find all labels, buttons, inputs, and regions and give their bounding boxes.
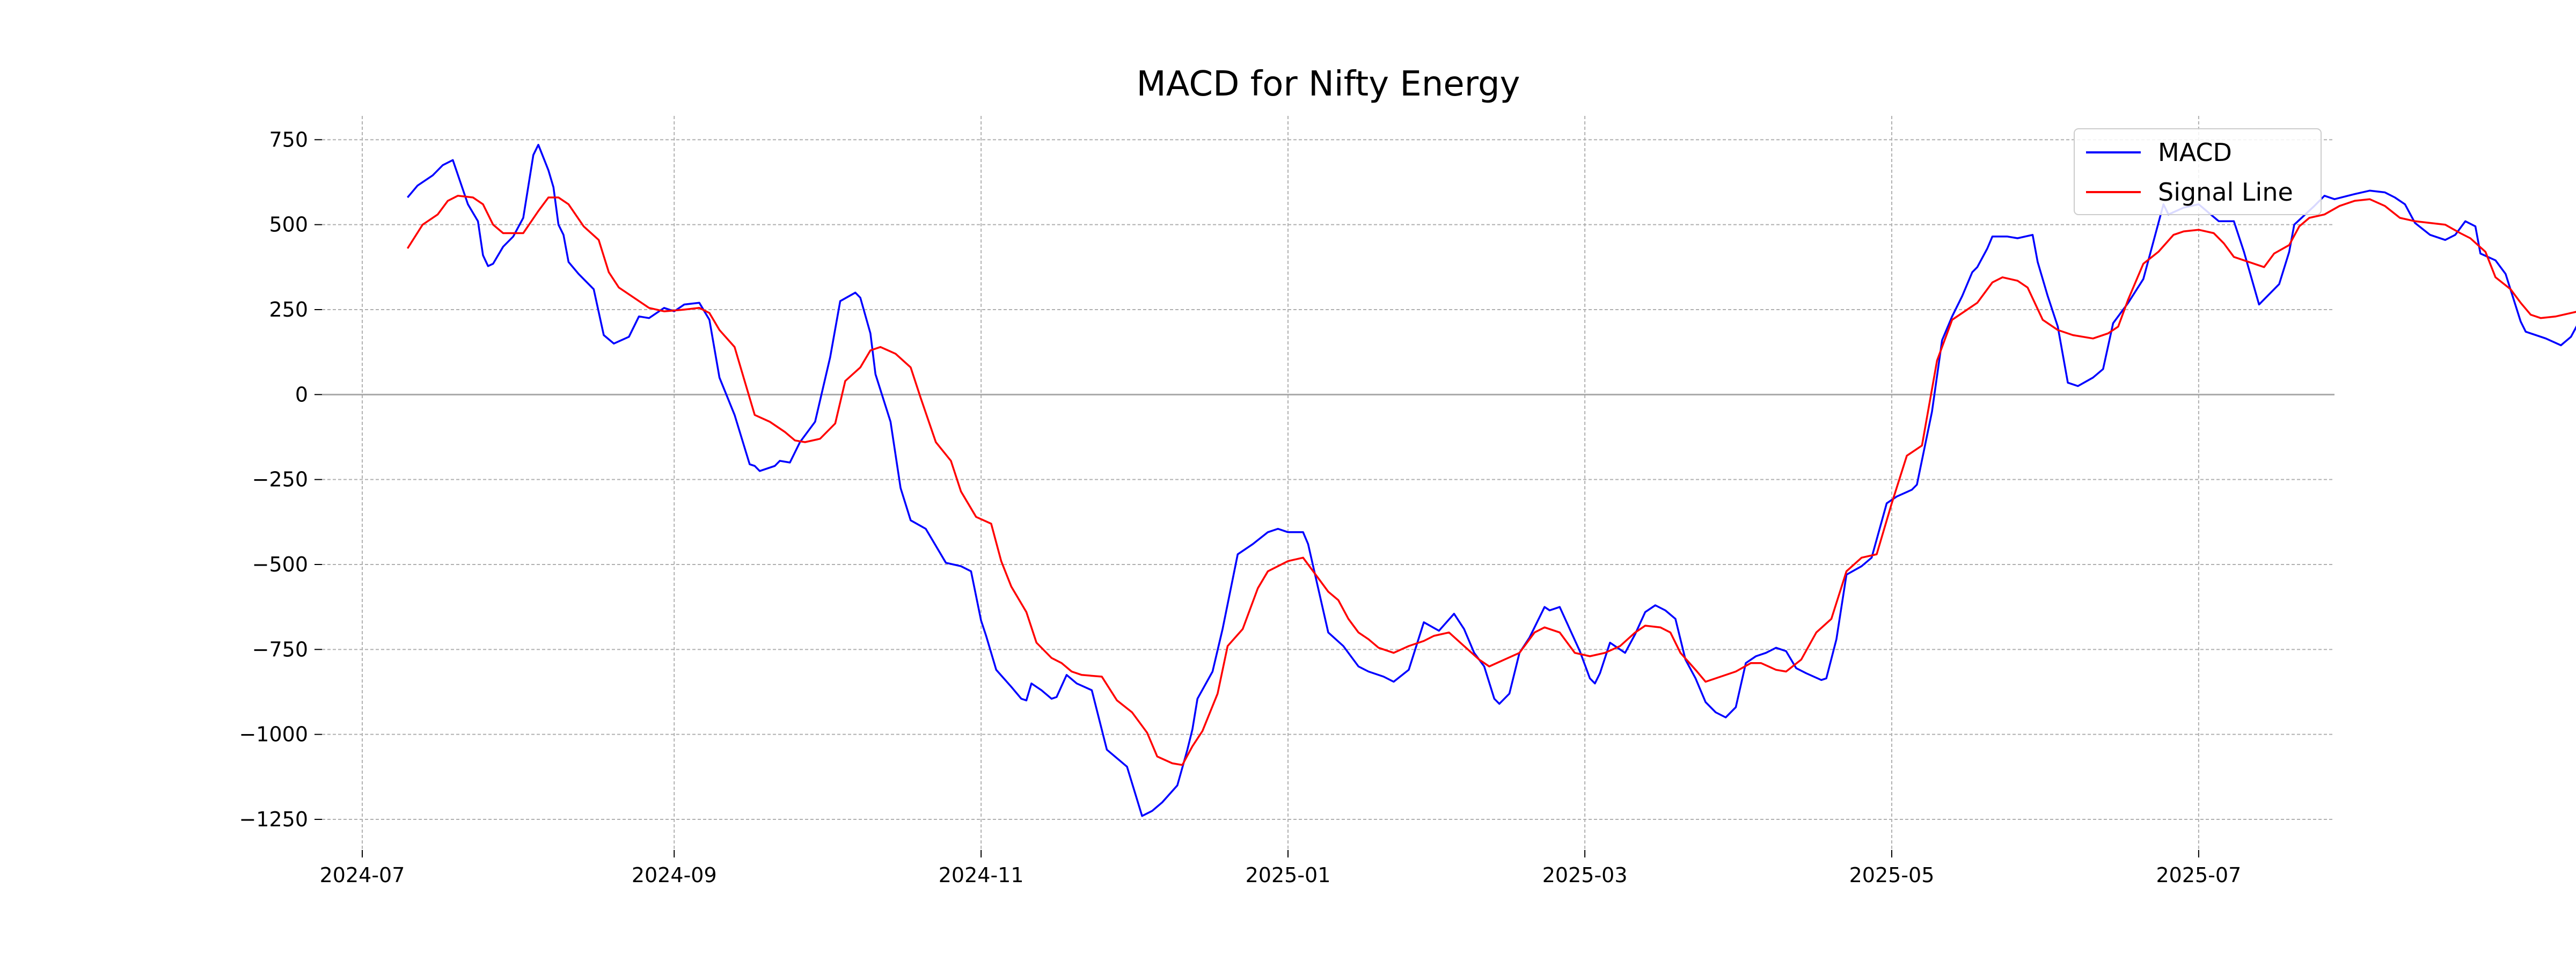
x-tick-label: 2024-07	[320, 863, 405, 887]
series-line-macd	[407, 144, 2576, 817]
y-tick-label: 750	[269, 128, 308, 151]
x-tick-label: 2025-03	[1542, 863, 1628, 887]
y-tick-label: 500	[269, 213, 308, 237]
y-tick-label: 250	[269, 298, 308, 321]
x-tick-label: 2025-01	[1246, 863, 1331, 887]
x-tick-label: 2025-07	[2156, 863, 2241, 887]
series-line-signal-line	[406, 195, 2576, 766]
x-tick-label: 2024-11	[939, 863, 1024, 887]
y-tick-label: −750	[252, 637, 308, 661]
y-tick-label: −1250	[239, 808, 308, 831]
y-tick-label: 0	[295, 383, 308, 406]
x-tick-label: 2025-05	[1849, 863, 1935, 887]
y-tick-label: −500	[252, 553, 308, 576]
legend: MACD Signal Line	[2074, 128, 2322, 215]
y-tick-label: −1000	[239, 723, 308, 746]
chart-title: MACD for Nifty Energy	[1136, 64, 1520, 104]
legend-label: Signal Line	[2158, 178, 2293, 207]
legend-label: MACD	[2158, 138, 2232, 167]
y-tick-label: −250	[252, 468, 308, 492]
x-tick-label: 2024-09	[632, 863, 717, 887]
